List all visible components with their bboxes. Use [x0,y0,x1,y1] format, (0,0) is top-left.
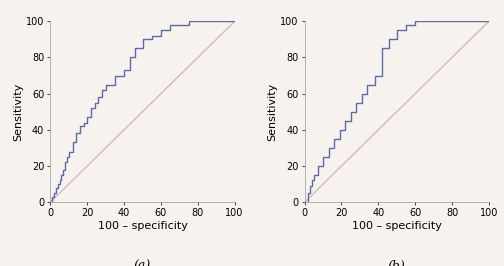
Text: (b): (b) [388,260,406,266]
X-axis label: 100 – specificity: 100 – specificity [352,221,442,231]
Y-axis label: Sensitivity: Sensitivity [267,83,277,141]
X-axis label: 100 – specificity: 100 – specificity [98,221,187,231]
Text: (a): (a) [134,260,151,266]
Y-axis label: Sensitivity: Sensitivity [13,83,23,141]
